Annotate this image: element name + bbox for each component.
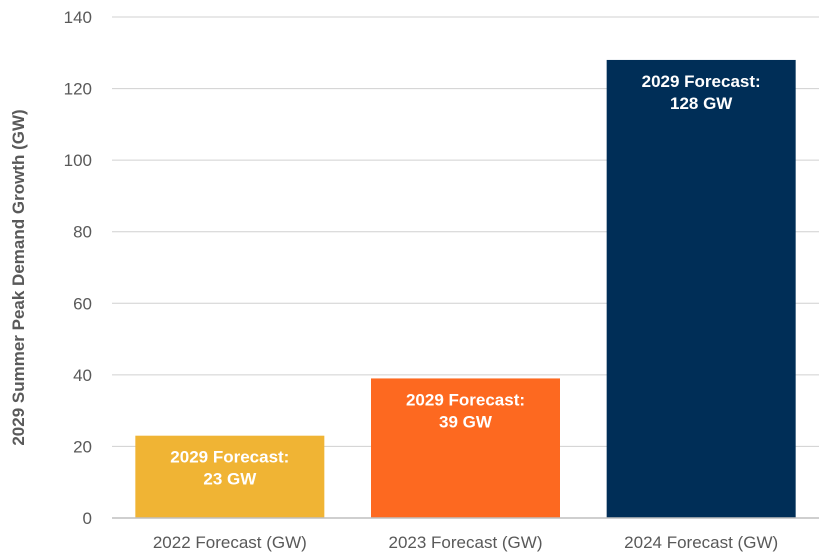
bars <box>135 59 796 518</box>
bar <box>135 435 325 518</box>
data-label: 2029 Forecast: <box>642 72 761 91</box>
data-label: 39 GW <box>439 412 493 431</box>
x-tick-label: 2022 Forecast (GW) <box>153 533 307 552</box>
x-axis-ticks: 2022 Forecast (GW) 2023 Forecast (GW) 2024… <box>153 533 778 552</box>
y-tick-label: 0 <box>83 509 92 528</box>
data-label: 128 GW <box>670 94 733 113</box>
x-tick-label: 2024 Forecast (GW) <box>624 533 778 552</box>
y-tick-label: 100 <box>64 151 92 170</box>
x-tick-label: 2023 Forecast (GW) <box>389 533 543 552</box>
y-tick-label: 40 <box>73 366 92 385</box>
y-axis-label: 2029 Summer Peak Demand Growth (GW) <box>9 109 28 445</box>
data-label: 23 GW <box>203 470 257 489</box>
y-axis-ticks: 0 20 40 60 80 100 120 140 <box>64 8 92 528</box>
y-tick-label: 60 <box>73 294 92 313</box>
y-tick-label: 80 <box>73 223 92 242</box>
bar <box>606 59 796 518</box>
y-tick-label: 140 <box>64 8 92 27</box>
gridlines <box>112 16 819 447</box>
bar <box>371 378 560 518</box>
data-labels: 2029 Forecast: 23 GW 2029 Forecast: 39 GW 20… <box>170 72 760 489</box>
data-label: 2029 Forecast: <box>170 448 289 467</box>
data-label: 2029 Forecast: <box>406 390 525 409</box>
y-tick-label: 120 <box>64 80 92 99</box>
y-tick-label: 20 <box>73 437 92 456</box>
